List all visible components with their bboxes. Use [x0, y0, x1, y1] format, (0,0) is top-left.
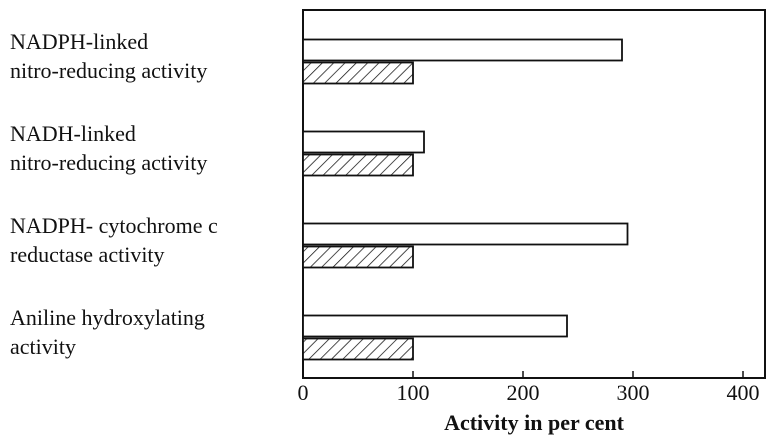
bar: [302, 153, 414, 177]
bar: [302, 314, 568, 338]
bar: [302, 130, 425, 154]
category-label: nitro-reducing activity: [10, 58, 207, 83]
x-tick-label: 200: [507, 380, 540, 405]
x-axis-label: Activity in per cent: [444, 410, 625, 435]
category-label: nitro-reducing activity: [10, 150, 207, 175]
x-tick-label: 400: [727, 380, 760, 405]
bar: [302, 245, 414, 269]
category-label: NADPH-linked: [10, 29, 148, 54]
category-label: NADH-linked: [10, 121, 136, 146]
x-tick-label: 0: [298, 380, 309, 405]
x-tick-label: 300: [617, 380, 650, 405]
plot-frame: [302, 9, 766, 379]
category-label: NADPH- cytochrome c: [10, 213, 218, 238]
bar: [302, 337, 414, 361]
category-label: Aniline hydroxylating: [10, 305, 205, 330]
bar: [302, 38, 623, 62]
bar: [302, 222, 629, 246]
x-tick-label: 100: [397, 380, 430, 405]
bar: [302, 61, 414, 85]
category-label: reductase activity: [10, 242, 165, 267]
category-label: activity: [10, 334, 76, 359]
